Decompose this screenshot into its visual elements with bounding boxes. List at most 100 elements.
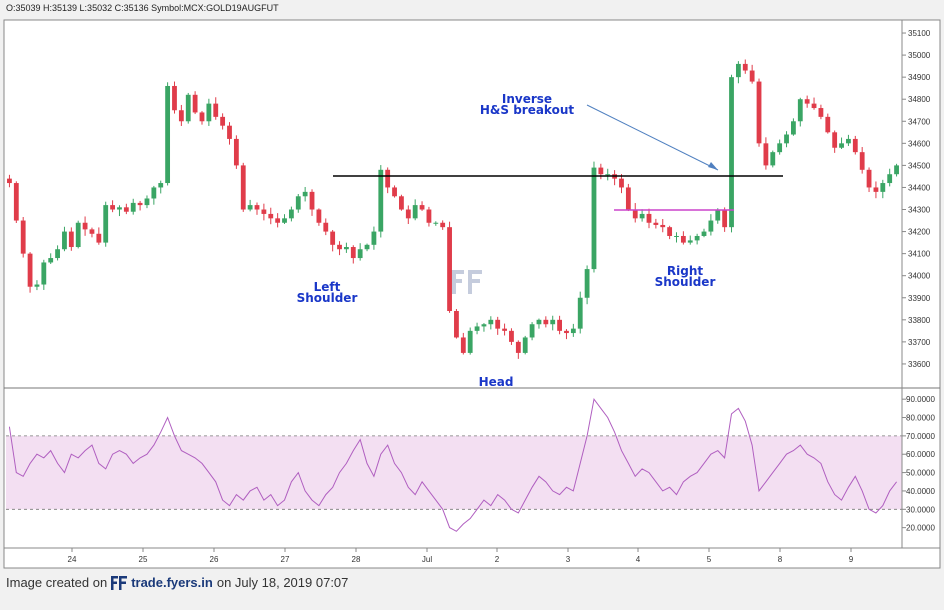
watermark-logo — [452, 270, 482, 294]
candle-body — [371, 231, 377, 245]
candle-body — [777, 143, 783, 153]
annotation-shoulder-left: Shoulder — [297, 291, 358, 305]
candle-body — [247, 205, 253, 210]
rsi-band-fill — [6, 435, 902, 510]
rsi-tick-label: 20.0000 — [906, 524, 935, 533]
rsi-band — [6, 435, 902, 510]
candle-body — [20, 220, 26, 254]
candle-body — [735, 63, 741, 78]
candle-body — [550, 319, 556, 325]
x-tick-label: 4 — [636, 555, 641, 564]
candle-body — [722, 209, 728, 228]
price-tick-label: 34200 — [908, 228, 931, 237]
candle-body — [68, 231, 74, 248]
candle-body — [82, 222, 88, 230]
footer-prefix: Image created on — [6, 575, 108, 590]
price-tick-label: 35100 — [908, 29, 931, 38]
annotation-hs-breakout: H&S breakout — [480, 103, 575, 117]
rsi-tick-label: 50.0000 — [906, 469, 935, 478]
x-axis: 24 25 26 27 28 Jul 2 3 4 5 8 9 — [68, 548, 854, 564]
candle-body — [426, 209, 432, 223]
candle-body — [880, 183, 886, 192]
candle-body — [502, 328, 507, 331]
candle-body — [729, 77, 734, 228]
footer-brand-link[interactable]: trade.fyers.in — [131, 575, 213, 590]
candle-body — [749, 70, 755, 82]
price-tick-label: 34300 — [908, 206, 931, 215]
x-tick-label: 9 — [849, 555, 854, 564]
candle-body — [302, 191, 308, 197]
candle-body — [213, 103, 219, 117]
candle-body — [632, 209, 638, 219]
candle-body — [756, 81, 762, 144]
candle-body — [529, 324, 535, 338]
candle-body — [7, 178, 12, 184]
chart-border — [3, 19, 941, 569]
candle-body — [440, 222, 446, 228]
candle-body — [454, 310, 459, 338]
candle-body — [873, 187, 879, 192]
x-tick-label: 5 — [707, 555, 712, 564]
price-tick-label: 34700 — [908, 117, 931, 126]
candle-body — [866, 169, 872, 188]
candle-body — [825, 116, 831, 133]
price-tick-label: 35000 — [908, 51, 931, 60]
price-tick-label: 34600 — [908, 139, 931, 148]
candle-body — [447, 227, 452, 311]
candle-body — [117, 207, 122, 210]
candle-body — [103, 205, 109, 243]
annotation-shoulder-right: Shoulder — [655, 275, 716, 289]
breakout-arrow — [586, 104, 719, 171]
price-tick-label: 34000 — [908, 272, 931, 281]
candle-body — [522, 337, 528, 353]
candle-body — [240, 165, 246, 210]
candle-body — [192, 94, 198, 113]
candle-body — [846, 138, 851, 144]
candle-body — [742, 63, 748, 71]
candle-body — [570, 328, 576, 334]
annotation-right: Right — [667, 264, 703, 278]
candle-body — [309, 191, 315, 210]
candle-body — [859, 152, 865, 170]
candle-body — [62, 231, 67, 250]
candle-body — [839, 143, 844, 148]
candle-body — [254, 205, 260, 210]
price-tick-label: 33900 — [908, 294, 931, 303]
candle-body — [137, 202, 143, 206]
candle-body — [275, 218, 281, 223]
candle-body — [34, 284, 40, 287]
candle-body — [625, 187, 631, 210]
candle-body — [818, 108, 824, 117]
price-tick-label: 34900 — [908, 73, 931, 82]
candle-body — [282, 218, 287, 223]
rsi-tick-label: 70.0000 — [906, 432, 935, 441]
candle-body — [804, 99, 810, 104]
candle-body — [557, 319, 562, 331]
candle-body — [172, 85, 177, 111]
candle-body — [165, 85, 171, 184]
candle-body — [515, 341, 521, 353]
candle-body — [701, 231, 707, 236]
candle-body — [199, 112, 205, 122]
rsi-tick-label: 60.0000 — [906, 450, 935, 459]
candle-body — [378, 169, 384, 232]
x-tick-label: 25 — [139, 555, 148, 564]
candle-body — [474, 326, 480, 331]
candle-body — [564, 330, 569, 334]
candle-body — [357, 249, 363, 259]
candle-body — [75, 222, 81, 248]
candle-body — [543, 319, 549, 325]
annotation-overlays — [333, 104, 783, 211]
price-tick-label: 34800 — [908, 95, 931, 104]
candle-body — [337, 244, 342, 250]
candle-body — [130, 202, 136, 212]
candle-body — [639, 213, 645, 219]
candle-body — [412, 205, 418, 219]
price-tick-label: 33800 — [908, 316, 931, 325]
x-tick-label: 27 — [281, 555, 290, 564]
candle-body — [481, 324, 487, 327]
candle-body — [288, 209, 294, 219]
candle-body — [577, 297, 583, 329]
